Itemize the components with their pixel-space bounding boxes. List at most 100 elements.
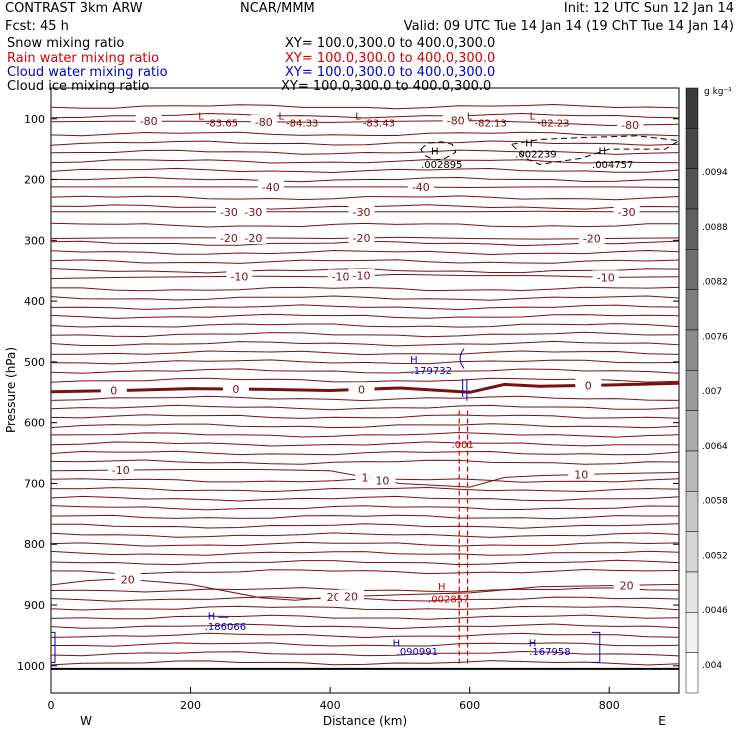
annotation-label: .004757 [592,160,633,171]
annotation-label: -83.43 [363,119,395,130]
isotherm-line [50,395,680,402]
isotherm-label-bg [613,204,640,218]
isotherm-label-bg [592,270,619,284]
isotherm-label-bg [348,268,375,282]
annotation-label: -82.13 [474,119,506,130]
isotherm-line [50,495,680,502]
isotherm-label: -30 [220,206,238,219]
isotherm-line [50,523,680,529]
colorbar-tick-label: .007 [702,387,722,397]
isotherm-line [50,368,680,374]
cloud-water-contour [51,631,56,663]
isotherm-line [50,532,680,538]
annotation-label: .186066 [205,622,246,633]
isotherm-label-bg [327,269,354,283]
isotherm-line [50,140,680,146]
annotation-label: L [198,111,204,122]
colorbar-segment [685,410,699,452]
y-tick-label: 300 [24,234,45,247]
east-label: E [658,714,666,728]
isotherm-label: 0 [232,383,239,396]
org-label: NCAR/MMM [240,1,315,16]
annotation-label: .090991 [397,647,438,658]
annotation-label: .002895 [421,160,462,171]
isotherm-label-bg [215,204,242,218]
isotherm-label: -40 [412,181,430,194]
isotherm-label: 0 [358,383,365,396]
isotherm-label-bg [568,467,595,481]
y-tick-label: 800 [24,538,45,551]
isotherm-line [50,660,680,666]
colorbar-segment [685,168,699,210]
y-tick-label: 100 [24,113,45,126]
isotherm-10 [50,469,680,488]
field-snow-xy: XY= 100.0,300.0 to 400.0,300.0 [285,36,496,51]
isotherm-label: -80 [447,115,465,128]
isotherm-line [50,249,680,256]
field-cloudice-xy: XY= 100.0,300.0 to 400.0,300.0 [281,79,492,94]
isotherm-label-bg [240,230,267,244]
isotherm-line [50,340,680,347]
isotherm-label-bg [369,473,396,487]
isotherm-label-bg [257,179,284,193]
isotherm-label-bg [442,113,469,127]
isotherm-label-bg [114,572,141,586]
valid-time: Valid: 09 UTC Tue 14 Jan 14 (19 ChT Tue … [403,19,734,34]
colorbar-segment [685,450,699,492]
isotherm-label: 20 [327,591,341,604]
isotherm-line [50,313,680,319]
colorbar-segment [685,370,699,411]
cloud-water-contour [462,378,468,401]
isotherm-line [50,505,680,511]
colorbar-segment [685,87,699,129]
annotation-label: -84.33 [286,119,318,130]
isotherm-label-bg [240,204,267,218]
colorbar-segment [685,289,699,331]
isotherm-label: 0 [585,379,592,392]
isotherm-label: -10 [597,271,615,284]
isotherm-label-bg [107,463,134,477]
colorbar-segment [685,491,699,532]
colorbar-segment [685,249,699,290]
field-snow-name: Snow mixing ratio [7,36,125,51]
isotherm-label-bg [617,118,644,132]
isotherm-label: -80 [140,115,158,128]
isotherm-label: -80 [621,119,639,132]
isotherm-line [50,514,680,520]
init-time: Init: 12 UTC Sun 12 Jan 14 [563,1,734,16]
annotations: L-83.65L-84.33L-83.43L-82.13L-82.23H.002… [51,111,681,663]
annotation-label: H [529,638,537,649]
cloud-water-contour [459,348,465,369]
isotherm-line [50,103,680,110]
isotherm-label-bg [348,204,375,218]
isotherm-label-bg [222,382,249,396]
x-tick-label: 0 [48,699,55,712]
colorbar-segment [685,329,699,371]
isotherm-label: -10 [112,464,130,477]
field-cloudwater-xy: XY= 100.0,300.0 to 400.0,300.0 [285,65,496,80]
isotherm-line [50,632,680,639]
isotherm-line [50,568,680,575]
isotherm-label-bg [226,269,253,283]
y-tick-label: 700 [24,477,45,490]
west-label: W [80,714,92,728]
annotation-label: L [530,111,536,122]
isotherm-label-bg [250,114,277,128]
field-cloudice-name: Cloud ice mixing ratio [7,79,150,94]
y-tick-label: 900 [24,599,45,612]
isotherm-line [50,295,680,301]
y-axis-title: Pressure (hPa) [4,347,18,433]
isotherm-line [50,259,680,264]
isotherm-line [50,650,680,657]
isotherm-label: -20 [220,232,238,245]
colorbar-segment [685,612,699,653]
isotherm-line [50,268,680,274]
x-tick-label: 800 [599,699,620,712]
isotherm-label: 20 [121,573,135,586]
isotherm-label-bg [613,578,640,592]
isotherm-line [50,541,680,547]
annotation-label: L [355,111,361,122]
annotation-label: H [208,612,216,623]
colorbar-tick-label: .0076 [702,332,728,342]
